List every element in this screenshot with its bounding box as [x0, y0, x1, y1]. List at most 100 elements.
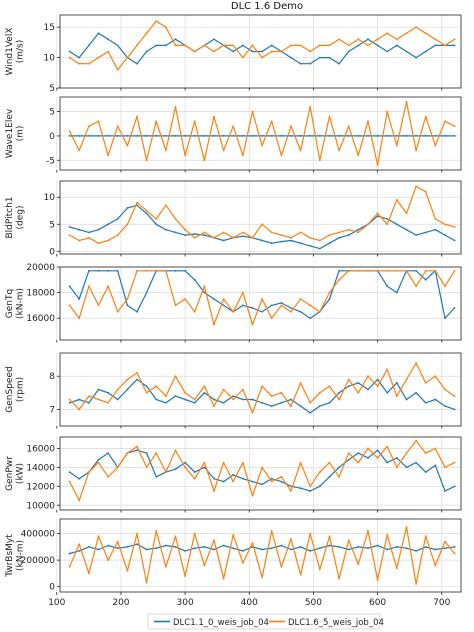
data-point	[444, 466, 446, 469]
data-point	[434, 447, 437, 450]
data-point	[155, 530, 158, 532]
data-point	[261, 50, 263, 53]
data-point	[184, 575, 187, 577]
data-point	[338, 577, 340, 580]
data-point	[424, 135, 427, 137]
data-point	[203, 564, 206, 567]
data-point	[424, 382, 427, 384]
y-tick-label: 10	[44, 54, 56, 64]
data-point	[78, 408, 81, 411]
y-tick-label: 16000	[26, 314, 55, 324]
y-tick-label: 10	[44, 193, 56, 203]
data-point	[405, 135, 408, 137]
data-point	[290, 538, 292, 540]
data-point	[136, 445, 138, 448]
data-point	[184, 154, 187, 157]
axes-frame	[59, 266, 462, 341]
data-point	[309, 50, 312, 53]
data-point	[405, 378, 408, 381]
data-point	[145, 50, 148, 53]
data-point	[68, 401, 71, 404]
data-point	[174, 38, 177, 41]
data-point	[97, 32, 100, 35]
data-point	[405, 547, 408, 550]
data-point	[270, 135, 273, 137]
data-point	[184, 391, 187, 394]
data-point	[126, 304, 129, 307]
y-tick-label: 5	[49, 84, 55, 94]
data-point	[434, 564, 437, 567]
y-tick-label: 18000	[26, 289, 55, 299]
data-point	[203, 234, 206, 237]
data-point	[338, 135, 340, 137]
data-point	[184, 135, 187, 137]
data-point	[136, 115, 138, 118]
data-point	[88, 285, 90, 288]
data-point	[242, 304, 244, 307]
data-point	[242, 550, 244, 552]
data-point	[424, 190, 427, 193]
data-point	[357, 269, 360, 272]
data-point	[318, 405, 321, 407]
data-point	[261, 56, 263, 59]
data-point	[299, 573, 302, 576]
data-point	[155, 135, 158, 137]
data-point	[88, 401, 90, 404]
data-point	[270, 50, 273, 53]
data-point	[136, 62, 138, 65]
data-point	[376, 579, 379, 581]
data-point	[415, 56, 417, 59]
chart-title: DLC 1.6 Demo	[231, 1, 303, 12]
data-point	[395, 199, 398, 201]
data-point	[357, 154, 360, 157]
data-point	[338, 278, 340, 281]
data-point	[242, 135, 244, 137]
data-point	[338, 62, 340, 65]
data-point	[68, 471, 71, 473]
data-point	[309, 62, 312, 65]
data-point	[242, 398, 244, 401]
data-point	[270, 317, 273, 320]
data-point	[357, 38, 360, 41]
data-point	[367, 530, 369, 532]
y-axis-label-line: (m/s)	[15, 40, 25, 64]
data-point	[395, 395, 398, 397]
data-point	[290, 405, 292, 407]
data-point	[386, 368, 389, 371]
data-point	[386, 461, 389, 464]
data-point	[299, 461, 302, 464]
data-point	[174, 105, 177, 108]
data-point	[347, 50, 350, 53]
data-point	[444, 44, 446, 47]
data-point	[453, 269, 456, 272]
data-point	[155, 398, 158, 401]
data-point	[136, 310, 138, 313]
data-point	[203, 546, 206, 548]
data-point	[338, 546, 340, 548]
data-point	[347, 125, 350, 128]
data-point	[367, 547, 369, 550]
data-point	[328, 115, 331, 118]
plot-area	[60, 519, 461, 592]
data-point	[116, 125, 119, 128]
data-point	[328, 475, 331, 478]
data-point	[78, 228, 81, 231]
data-point	[434, 375, 437, 378]
data-point	[222, 135, 225, 137]
data-point	[184, 298, 187, 300]
data-point	[444, 490, 446, 492]
y-tick-label: 12000	[26, 482, 55, 492]
data-point	[338, 38, 340, 41]
x-tick-label: 100	[48, 598, 65, 608]
data-point	[453, 226, 456, 228]
data-point	[88, 236, 90, 239]
data-point	[270, 405, 273, 407]
y-axis-label-line: BldPitch1	[5, 196, 15, 238]
data-point	[155, 385, 158, 388]
data-point	[107, 475, 109, 478]
data-point	[309, 317, 312, 320]
data-point	[261, 144, 263, 147]
data-point	[213, 490, 215, 492]
data-point	[165, 204, 167, 207]
